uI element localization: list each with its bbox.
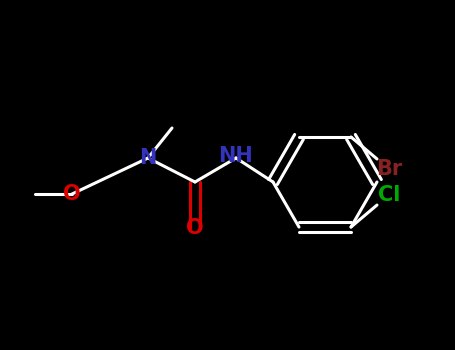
Text: Cl: Cl [378,185,400,205]
Text: O: O [63,184,81,204]
Text: NH: NH [218,146,253,166]
Text: N: N [139,148,157,168]
Text: Br: Br [376,159,402,179]
Text: O: O [186,218,204,238]
